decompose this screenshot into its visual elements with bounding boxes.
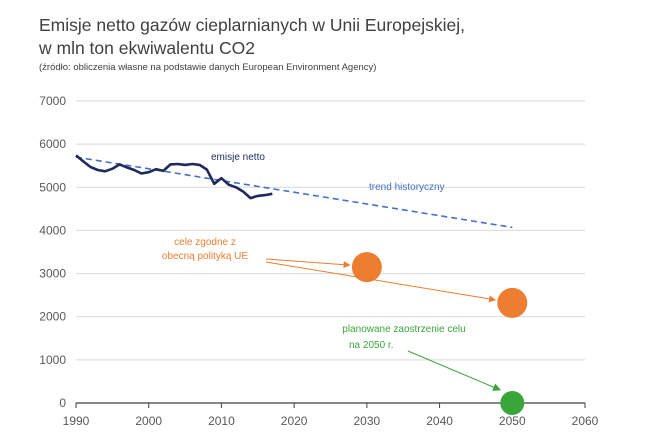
grid-lines [76, 100, 585, 361]
y-tick-label: 7000 [39, 94, 66, 108]
emissions-label: emisje netto [211, 152, 265, 163]
chart-subtitle: (źródło: obliczenia własne na podstawie … [39, 62, 377, 73]
annotations: emisje netto trend historyczny cele zgodne… [162, 152, 502, 391]
targets-label-line2: obecną polityką UE [162, 251, 248, 262]
y-tick-label: 0 [59, 396, 66, 410]
x-tick-label: 2030 [354, 414, 381, 428]
x-tick-label: 2010 [208, 414, 235, 428]
x-tick-label: 2020 [281, 414, 308, 428]
x-tick-label: 2050 [499, 414, 526, 428]
chart-title-line2: w mln ton ekwiwalentu CO2 [39, 38, 255, 58]
trend-line [75, 156, 513, 229]
arrow-to-2030 [265, 258, 351, 269]
x-tick-label: 1990 [63, 414, 90, 428]
plan-label-line1: planowane zaostrzenie celu [342, 324, 465, 335]
x-tick-label: 2000 [135, 414, 162, 428]
chart-title: Emisje netto gazów cieplarnianych w Unii… [39, 14, 599, 60]
x-tick-label: 2060 [572, 414, 599, 428]
target-point [497, 287, 528, 318]
target-point [351, 252, 382, 283]
y-tick-label: 4000 [39, 223, 66, 237]
y-tick-label: 6000 [39, 137, 66, 151]
y-tick-label: 1000 [39, 353, 66, 367]
arrow-to-2050 [265, 261, 496, 303]
trend-label: trend historyczny [369, 182, 445, 193]
arrow-to-2050-plan [407, 350, 502, 391]
x-tick-label: 2040 [426, 414, 453, 428]
target-point [500, 391, 525, 415]
y-tick-label: 5000 [39, 180, 66, 194]
series [75, 154, 528, 415]
plan-label-line2: na 2050 r. [349, 340, 393, 351]
emissions-line [75, 154, 273, 200]
axes: 0 1000 2000 3000 4000 5000 6000 7000 1990 2000 201… [39, 94, 598, 428]
targets-label-line1: cele zgodne z [174, 237, 236, 248]
chart-title-line1: Emisje netto gazów cieplarnianych w Unii… [39, 15, 466, 35]
y-tick-label: 2000 [39, 310, 66, 324]
y-tick-label: 3000 [39, 267, 66, 281]
